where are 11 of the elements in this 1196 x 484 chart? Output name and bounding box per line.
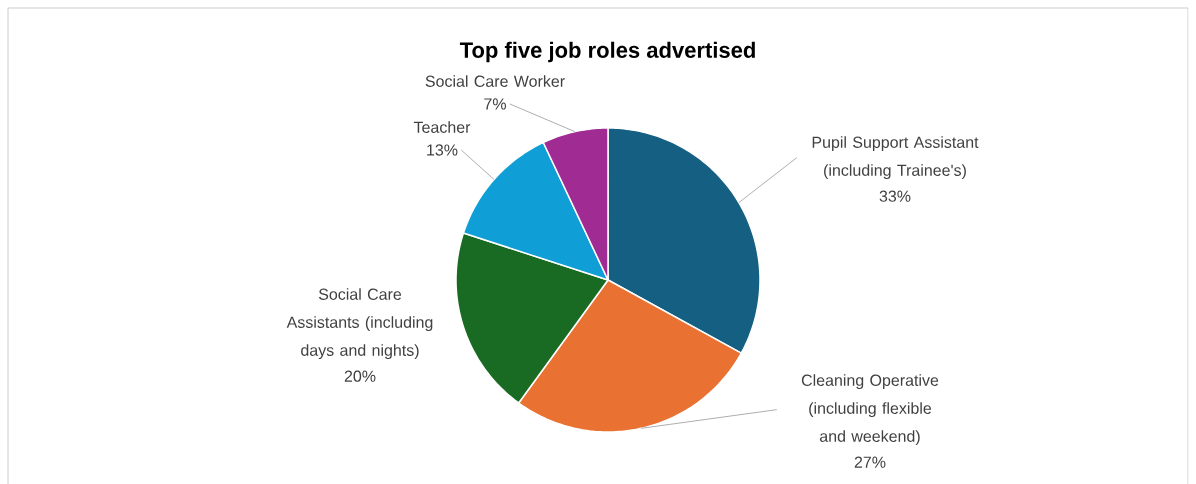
data-label: 13%	[427, 144, 458, 156]
slice-label: Social Care Worker	[425, 75, 565, 87]
data-label: 7%	[484, 98, 506, 110]
data-label: 20%	[344, 370, 376, 382]
chart-title: Top five job roles advertised	[459, 41, 755, 63]
slice-label: Social Care Assistants (including days and nights)	[286, 288, 433, 360]
slice-label: Pupil Support Assistant (including Trainee's)	[812, 136, 979, 180]
slice-label: Teacher	[413, 121, 471, 133]
data-label: 33%	[879, 190, 911, 202]
data-label: 27%	[854, 456, 886, 468]
slice-label: Cleaning Operative (including flexible and weekend)	[801, 374, 939, 446]
